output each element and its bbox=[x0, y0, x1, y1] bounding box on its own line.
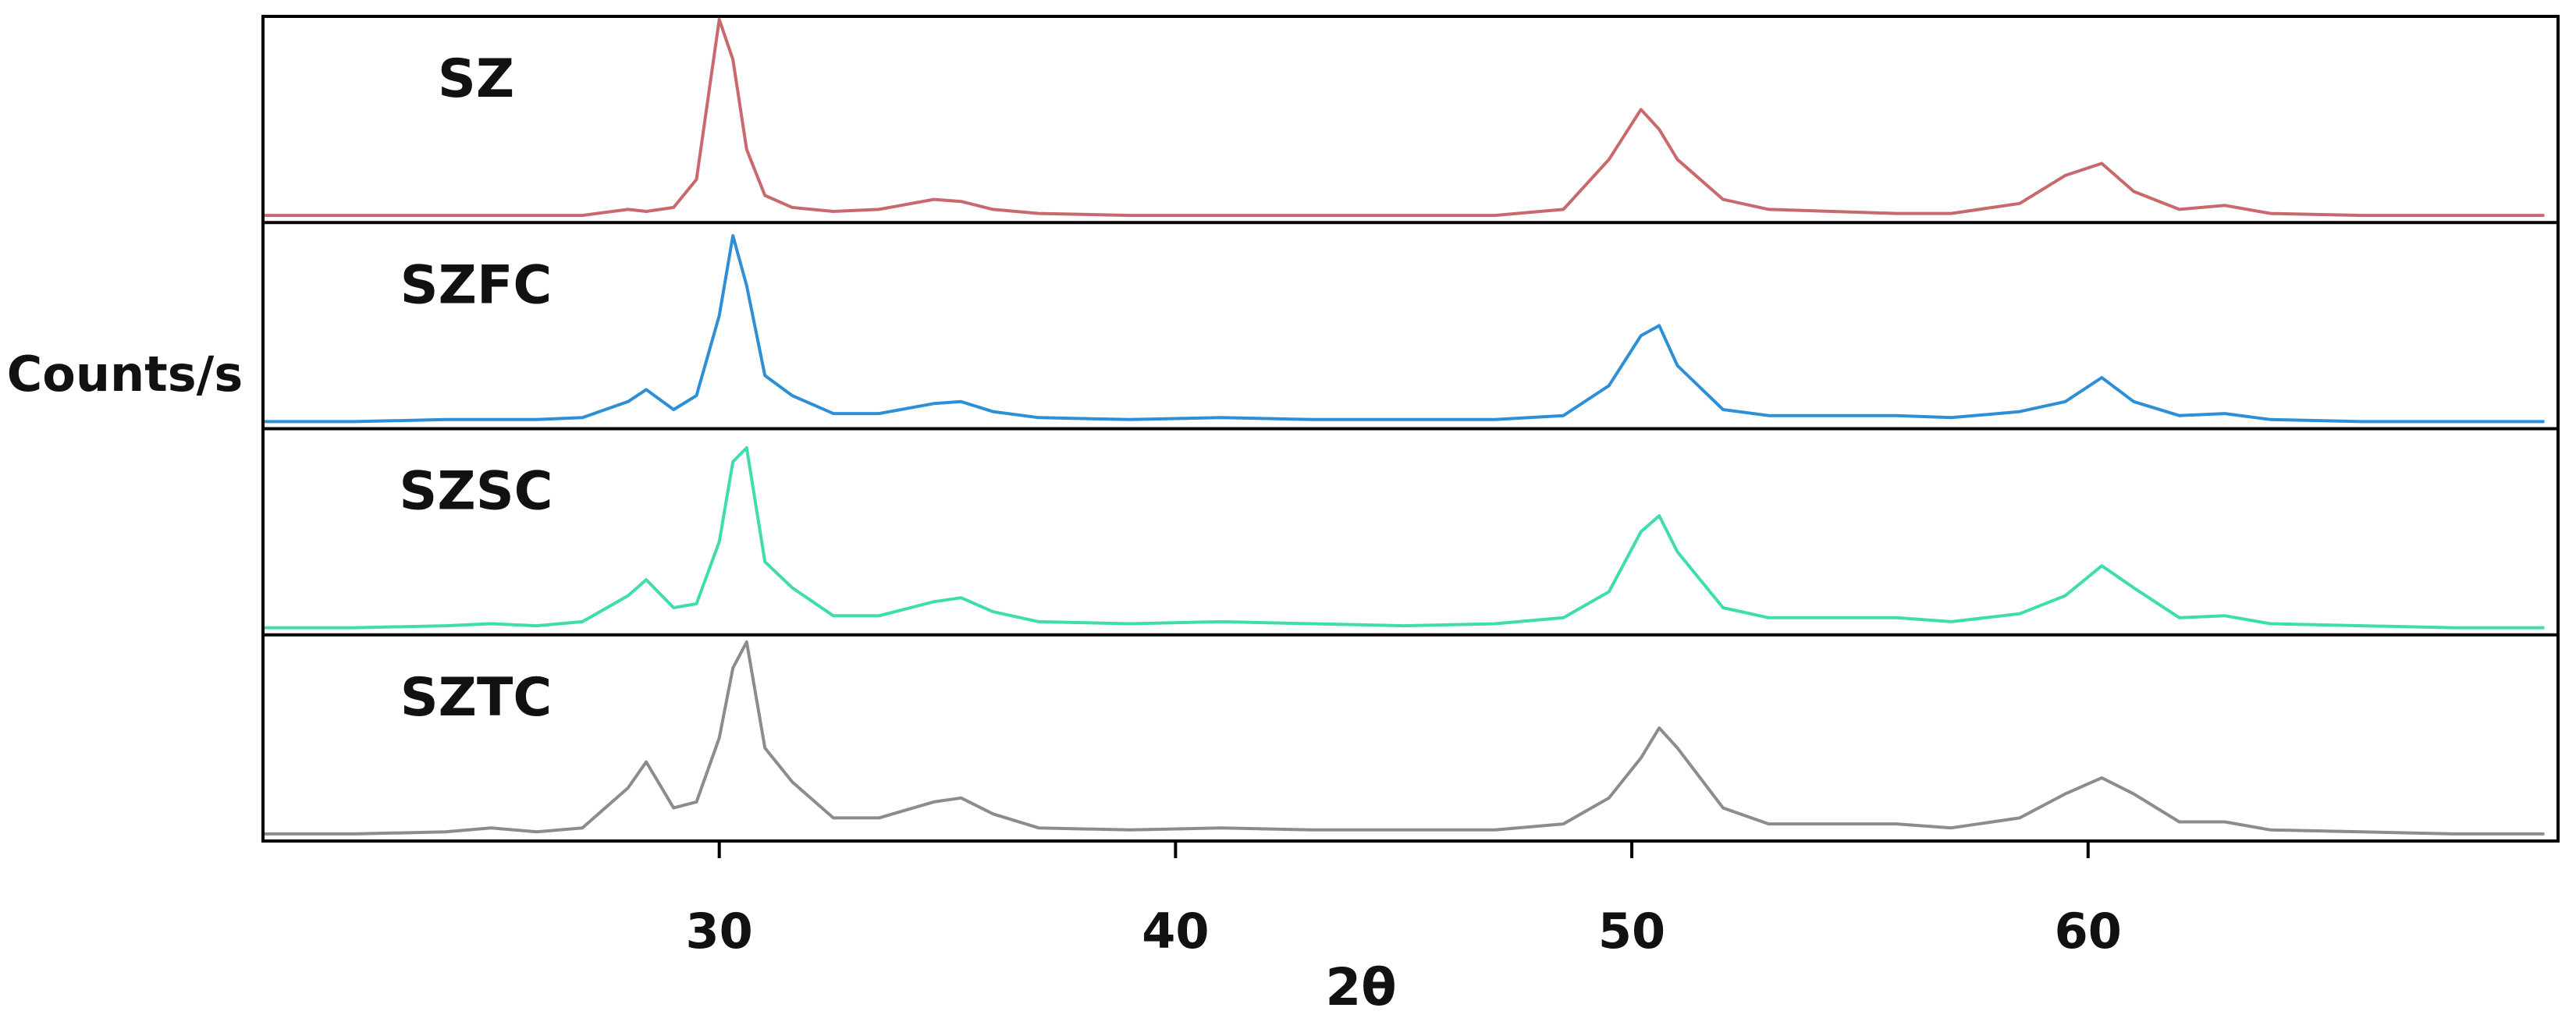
y-axis-label: Counts/s bbox=[7, 346, 243, 403]
x-tick-label: 50 bbox=[1598, 903, 1665, 960]
plot-frame bbox=[261, 15, 2560, 843]
spectrum-line bbox=[263, 640, 2545, 836]
x-axis-label: 2θ bbox=[1325, 957, 1396, 1017]
panel-label: SZFC bbox=[400, 254, 553, 316]
x-tick-label: 40 bbox=[1142, 903, 1209, 960]
spectrum-line bbox=[263, 18, 2545, 218]
spectrum-line bbox=[263, 446, 2545, 630]
x-tick-label: 60 bbox=[2055, 903, 2122, 960]
panel-label: SZSC bbox=[399, 461, 553, 523]
panel-label: SZTC bbox=[400, 667, 553, 729]
panel-label: SZ bbox=[438, 48, 514, 110]
x-tick-label: 30 bbox=[686, 903, 753, 960]
spectrum-line bbox=[263, 234, 2545, 424]
